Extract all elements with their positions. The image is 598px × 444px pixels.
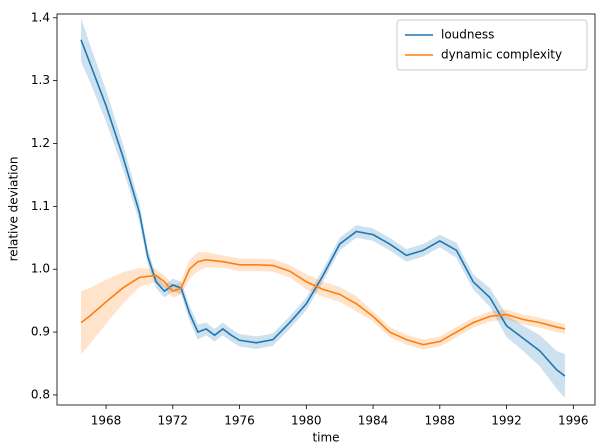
plot-frame [56,13,596,406]
x-tick-label: 1976 [224,414,255,428]
series-line [80,39,566,377]
legend-label: dynamic complexity [441,48,562,62]
x-tick-label: 1988 [425,414,456,428]
y-tick-label: 1.1 [31,199,50,213]
legend-box [396,19,588,71]
x-axis-label: time [312,431,339,444]
y-tick-label: 1.2 [31,136,50,150]
confidence-band [81,17,565,399]
y-tick-label: 0.8 [31,387,50,401]
y-tick-label: 1.0 [31,262,50,276]
series-line [80,258,566,346]
x-tick-label: 1968 [91,414,122,428]
y-tick-label: 1.3 [31,73,50,87]
x-tick-label: 1996 [558,414,589,428]
y-tick-label: 1.4 [31,10,50,24]
x-tick-label: 1984 [358,414,389,428]
y-tick-label: 0.9 [31,325,50,339]
x-tick-label: 1972 [158,414,189,428]
y-axis-label: relative deviation [7,157,21,262]
legend-label: loudness [441,28,494,42]
x-tick-label: 1980 [291,414,322,428]
x-tick-label: 1992 [491,414,522,428]
